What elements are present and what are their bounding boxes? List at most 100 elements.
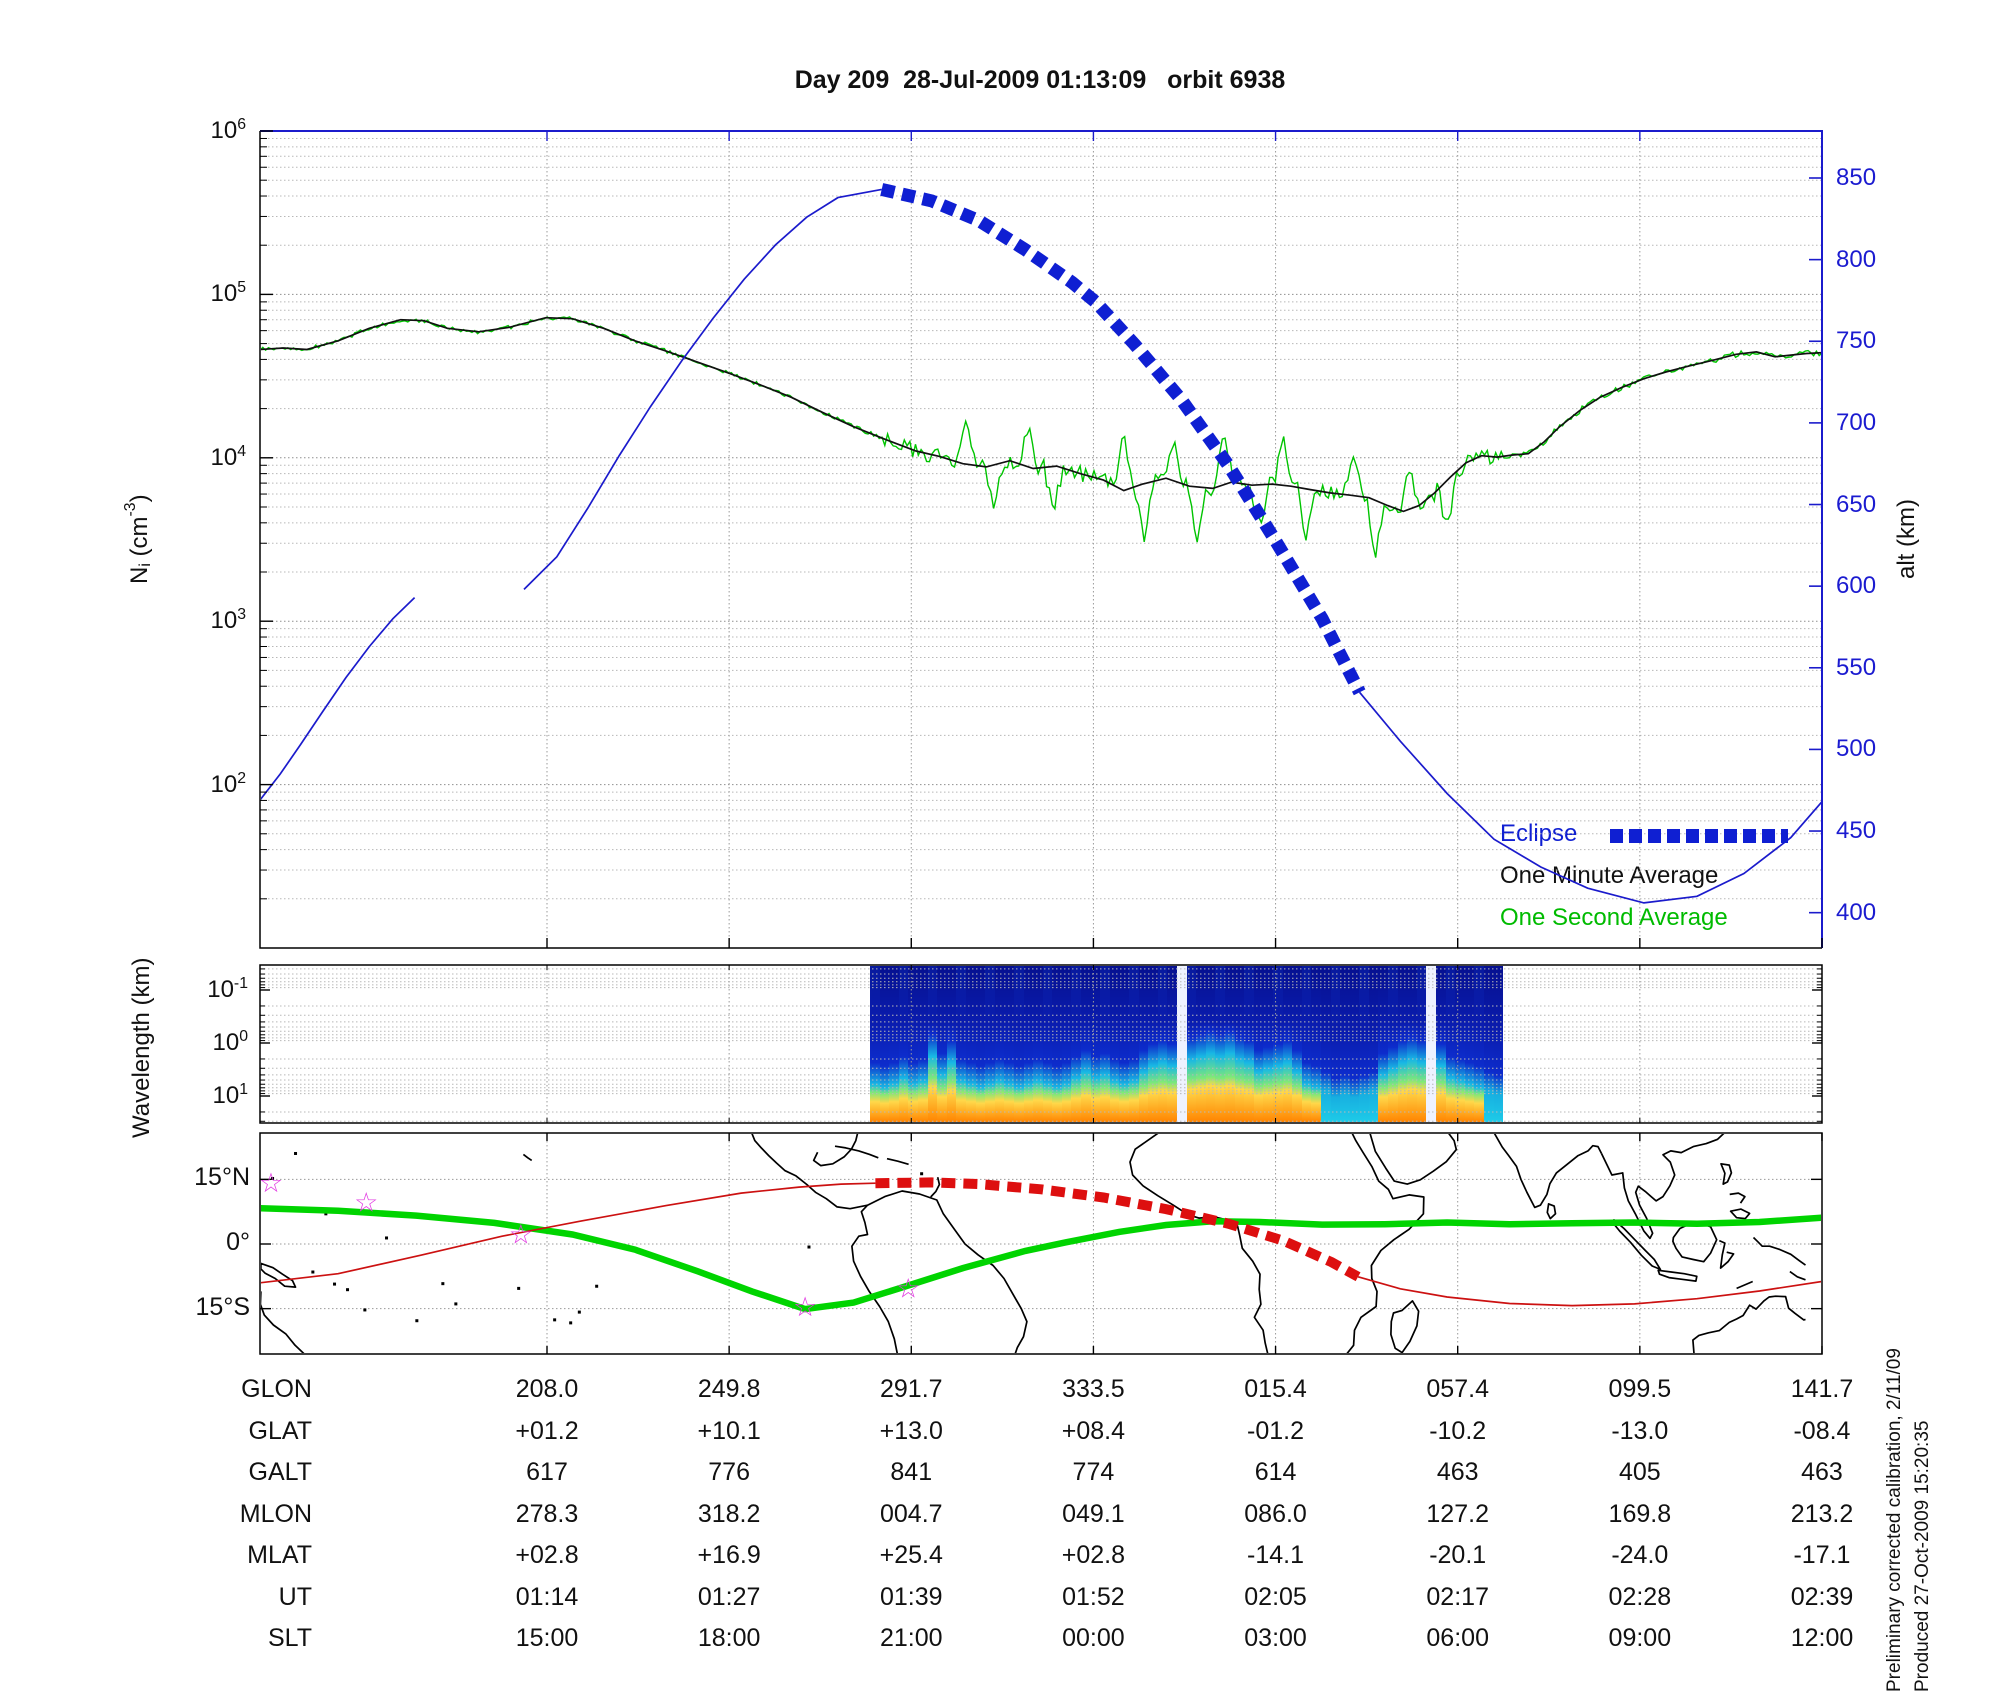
coastline-south-america [851,1190,1028,1353]
spectrogram-column [1215,966,1225,1122]
spectrogram-column [1061,966,1072,1122]
map-content: ☆ ☆ ☆ ☆ ☆ [259,1134,1821,1353]
table-cell-mlon: 004.7 [879,1499,943,1528]
spectrogram-column [1081,966,1091,1122]
alt-tick-label: 850 [1836,164,1877,191]
spectrogram-column [1320,966,1331,1122]
spectrogram-column [1426,966,1437,1122]
table-cell-glat: -08.4 [1793,1416,1851,1445]
coastline-australia-north [1692,1295,1806,1353]
table-cell-ut: 02:28 [1608,1582,1672,1611]
table-cell-mlon: 213.2 [1790,1499,1854,1528]
spectrogram-column [956,966,966,1122]
ephemeris-star: ☆ [896,1273,920,1303]
density-tick-label: 103 [210,606,246,635]
table-cell-galt: 841 [890,1458,933,1486]
coastline-hawaii [522,1153,533,1162]
table-cell-ut: 01:52 [1062,1582,1125,1611]
coastline-philippines-mindanao [1729,1208,1751,1220]
island-dot [441,1282,445,1286]
spectrogram-column [1013,966,1024,1122]
table-cell-ut: 01:14 [515,1582,579,1611]
spectrogram-column [985,966,995,1122]
table-cell-mlon: 086.0 [1244,1499,1307,1528]
coastline-new-guinea-south [1789,1270,1806,1281]
island-dot [324,1212,328,1216]
table-row-label: GLON [241,1375,312,1403]
ephemeris-star: ☆ [793,1292,817,1322]
spectrogram-column [1100,966,1110,1122]
panel-frame [259,131,1822,949]
island-dot [346,1288,350,1292]
density-tick-label: 106 [210,116,246,144]
coastline-new-guinea-east [261,1262,297,1288]
wavelength-tick-label: 10-1 [207,975,248,1003]
table-cell-mlat: +16.9 [697,1541,761,1569]
table-cell-glat: -13.0 [1611,1416,1669,1445]
table-row-label: UT [278,1582,312,1611]
spectrogram-column [1311,966,1321,1122]
alt-tick-label: 600 [1836,572,1877,600]
table-cell-ut: 02:17 [1426,1582,1489,1611]
wavelength-tick-label: 101 [212,1081,248,1109]
table-cell-ut: 01:39 [879,1582,943,1611]
spectrogram-column [1186,966,1197,1122]
table-cell-glon: 015.4 [1244,1375,1307,1403]
spectrogram-column [1023,966,1034,1122]
ephemeris-star: ☆ [259,1168,283,1198]
table-cell-glon: 208.0 [515,1375,579,1403]
table-cell-slt: 12:00 [1790,1624,1854,1652]
table-cell-glat: +10.1 [697,1416,761,1445]
ephemeris-star: ☆ [509,1220,533,1250]
table-cell-glon: 099.5 [1608,1375,1672,1403]
spectrogram-column [1196,966,1206,1122]
table-cell-galt: 617 [526,1458,568,1486]
ground-track-eclipse [875,1177,1361,1282]
spectrogram-column [1263,966,1273,1122]
table-cell-glat: +13.0 [879,1416,943,1445]
table-cell-glat: -01.2 [1247,1416,1305,1445]
magnetic-equator-line [261,1204,1821,1313]
table-cell-mlon: 318.2 [697,1499,761,1528]
spectrogram-column [1359,966,1369,1122]
table-row-label: SLT [268,1624,312,1652]
table-cell-slt: 21:00 [879,1624,943,1652]
wavelength-tick-label: 100 [212,1028,248,1056]
coastline-gulf-yucatan [812,1134,859,1167]
spectrogram-column [1119,966,1130,1122]
spectrogram-column [1090,966,1101,1122]
coastline-hispaniola [886,1157,909,1166]
spectrogram-column [1253,966,1264,1122]
table-cell-mlat: -17.1 [1793,1541,1851,1569]
spectrogram-column [1292,966,1302,1122]
coastline-arabia [1369,1134,1458,1185]
coastline-timor [1736,1280,1754,1290]
island-dot [385,1236,389,1240]
spectrogram-column [917,966,928,1122]
altitude-curve [523,188,882,591]
spectrogram-column [1340,966,1350,1122]
lat-tick-label: 15°S [195,1292,250,1321]
island-dot [454,1302,458,1306]
table-cell-galt: 463 [1436,1458,1479,1486]
table-cell-mlon: 049.1 [1062,1499,1125,1528]
spectrogram-column [870,966,880,1122]
lat-tick-label: 15°N [194,1163,250,1192]
alt-tick-label: 400 [1836,898,1877,926]
table-cell-glon: 141.7 [1790,1375,1854,1403]
ephemeris-star: ☆ [354,1188,378,1218]
spectrogram-column [1407,966,1417,1122]
spectrogram-column [1042,966,1053,1122]
table-cell-glat: -10.2 [1429,1416,1487,1445]
altitude-curve [261,596,416,801]
alt-tick-label: 750 [1836,327,1877,355]
coastline-borneo [1672,1221,1718,1263]
spectrogram-column [1033,966,1043,1122]
spectrogram-column [1474,966,1484,1122]
spectrogram-column [1330,966,1341,1122]
legend-one-second-label: One Second Average [1500,904,1728,931]
legend-one-minute-label: One Minute Average [1500,862,1719,889]
spectrogram-column [965,966,976,1122]
spectrogram-column [1138,966,1149,1122]
coastline-sri-lanka [1546,1203,1557,1220]
